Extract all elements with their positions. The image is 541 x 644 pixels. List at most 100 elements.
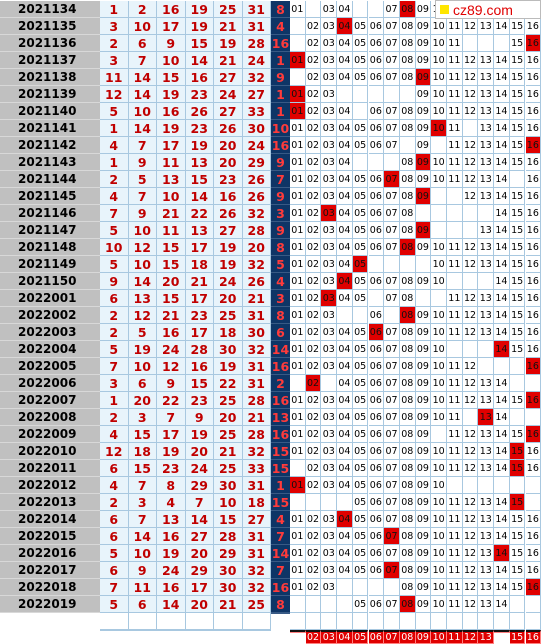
trend-cell: 16 xyxy=(526,154,541,171)
red-spacer xyxy=(157,613,186,630)
trend-cell: 06 xyxy=(369,18,385,35)
trend-cell: 06 xyxy=(369,545,385,562)
trend-cell: 07 xyxy=(384,358,400,375)
red-ball-number: 20 xyxy=(186,443,215,460)
total-cell: 15 xyxy=(510,630,526,644)
trend-cell xyxy=(321,375,337,392)
red-ball-number: 17 xyxy=(157,18,186,35)
trend-cell: 04 xyxy=(337,154,353,171)
trend-cell xyxy=(463,205,479,222)
trend-cell xyxy=(478,35,494,52)
trend-cell: 07 xyxy=(384,239,400,256)
trend-cell: 10 xyxy=(431,579,447,596)
issue-number: 2021143 xyxy=(0,154,100,171)
red-ball-number: 5 xyxy=(100,256,129,273)
blue-ball-number: 14 xyxy=(271,545,290,562)
blue-hit-cell: 09 xyxy=(416,69,432,86)
trend-cell: 06 xyxy=(369,103,385,120)
trend-cell: 11 xyxy=(447,324,463,341)
trend-spacer xyxy=(400,613,416,630)
trend-cell xyxy=(306,1,322,18)
trend-cell: 06 xyxy=(369,596,385,613)
red-ball-number: 21 xyxy=(243,290,272,307)
trend-cell: 13 xyxy=(478,528,494,545)
trend-cell: 01 xyxy=(290,188,306,205)
trend-cell: 10 xyxy=(431,477,447,494)
trend-cell xyxy=(353,154,369,171)
blue-ball-number: 7 xyxy=(271,528,290,545)
red-ball-number: 19 xyxy=(129,341,158,358)
blue-hit-cell: 01 xyxy=(290,52,306,69)
blue-ball-number: 13 xyxy=(271,409,290,426)
red-ball-number: 3 xyxy=(100,52,129,69)
red-ball-number: 24 xyxy=(186,460,215,477)
trend-cell: 09 xyxy=(416,562,432,579)
red-spacer xyxy=(214,613,243,630)
issue-number: 2022014 xyxy=(0,511,100,528)
trend-cell: 05 xyxy=(353,18,369,35)
trend-cell: 08 xyxy=(400,205,416,222)
trend-cell: 08 xyxy=(400,103,416,120)
red-ball-number: 18 xyxy=(214,324,243,341)
trend-cell: 09 xyxy=(416,596,432,613)
total-cell: 03 xyxy=(321,630,337,644)
red-ball-number: 28 xyxy=(243,222,272,239)
trend-cell: 16 xyxy=(526,120,541,137)
trend-cell: 04 xyxy=(337,477,353,494)
trend-cell: 13 xyxy=(478,392,494,409)
trend-cell: 01 xyxy=(290,171,306,188)
blue-hit-cell: 16 xyxy=(526,358,541,375)
trend-cell xyxy=(478,273,494,290)
red-ball-number: 20 xyxy=(214,409,243,426)
red-ball-number: 21 xyxy=(214,443,243,460)
red-ball-number: 20 xyxy=(214,290,243,307)
trend-cell: 04 xyxy=(337,171,353,188)
trend-cell: 07 xyxy=(384,103,400,120)
trend-cell: 13 xyxy=(478,256,494,273)
red-ball-number: 19 xyxy=(214,256,243,273)
blue-ball-number: 8 xyxy=(271,307,290,324)
trend-cell: 02 xyxy=(306,35,322,52)
trend-cell: 14 xyxy=(494,392,510,409)
issue-number: 2022013 xyxy=(0,494,100,511)
red-ball-number: 16 xyxy=(157,324,186,341)
red-ball-number: 15 xyxy=(129,426,158,443)
trend-cell: 16 xyxy=(526,171,541,188)
trend-cell: 10 xyxy=(431,273,447,290)
trend-spacer xyxy=(463,613,479,630)
trend-cell: 03 xyxy=(321,307,337,324)
blue-ball-number: 4 xyxy=(271,18,290,35)
brand-logo[interactable]: cz89.com xyxy=(435,0,541,19)
trend-cell: 08 xyxy=(400,69,416,86)
red-ball-number: 10 xyxy=(129,18,158,35)
trend-cell: 07 xyxy=(384,375,400,392)
trend-cell: 13 xyxy=(478,545,494,562)
trend-cell: 02 xyxy=(306,154,322,171)
trend-cell: 04 xyxy=(337,1,353,18)
red-ball-number: 26 xyxy=(243,171,272,188)
issue-number: 2022019 xyxy=(0,596,100,613)
issue-number: 2021141 xyxy=(0,120,100,137)
trend-cell: 15 xyxy=(510,324,526,341)
trend-cell: 15 xyxy=(510,103,526,120)
red-ball-number: 7 xyxy=(129,52,158,69)
trend-cell: 16 xyxy=(526,86,541,103)
trend-cell: 08 xyxy=(400,35,416,52)
red-ball-number: 4 xyxy=(157,494,186,511)
blue-ball-number: 1 xyxy=(271,103,290,120)
red-ball-number: 7 xyxy=(129,188,158,205)
red-ball-number: 4 xyxy=(100,426,129,443)
red-spacer xyxy=(129,613,158,630)
red-ball-number: 11 xyxy=(157,222,186,239)
trend-cell xyxy=(510,358,526,375)
red-ball-number: 6 xyxy=(100,511,129,528)
total-cell: 04 xyxy=(337,630,353,644)
red-ball-number: 9 xyxy=(129,154,158,171)
trend-cell: 07 xyxy=(384,120,400,137)
trend-cell: 16 xyxy=(526,307,541,324)
trend-cell: 03 xyxy=(321,579,337,596)
trend-cell: 03 xyxy=(321,188,337,205)
trend-cell: 11 xyxy=(447,120,463,137)
trend-cell: 07 xyxy=(384,545,400,562)
red-ball-number: 19 xyxy=(157,86,186,103)
